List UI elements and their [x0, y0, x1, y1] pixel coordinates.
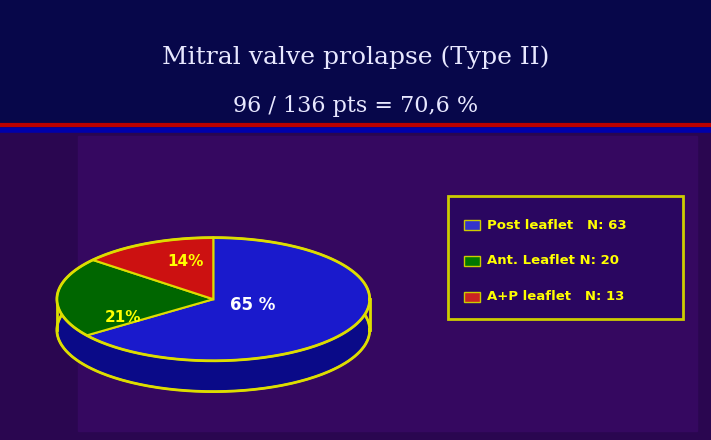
Text: 14%: 14%: [167, 253, 203, 268]
Text: 21%: 21%: [105, 310, 141, 325]
Text: A+P leaflet   N: 13: A+P leaflet N: 13: [487, 290, 624, 304]
Polygon shape: [92, 238, 213, 291]
FancyBboxPatch shape: [464, 256, 480, 266]
Text: Ant. Leaflet N: 20: Ant. Leaflet N: 20: [487, 254, 619, 268]
Bar: [0, 132, 711, 440]
Polygon shape: [87, 238, 370, 361]
Polygon shape: [57, 260, 92, 366]
Ellipse shape: [57, 268, 370, 392]
Polygon shape: [57, 260, 213, 335]
FancyBboxPatch shape: [464, 220, 480, 230]
FancyBboxPatch shape: [464, 292, 480, 302]
FancyBboxPatch shape: [448, 196, 683, 319]
Text: 65 %: 65 %: [230, 297, 275, 314]
Bar: [78, 136, 697, 431]
Polygon shape: [92, 238, 213, 299]
Bar: [0, 0, 711, 132]
Text: Post leaflet   N: 63: Post leaflet N: 63: [487, 219, 626, 231]
Text: 96 / 136 pts = 70,6 %: 96 / 136 pts = 70,6 %: [233, 95, 478, 117]
Text: Mitral valve prolapse (Type II): Mitral valve prolapse (Type II): [162, 45, 549, 69]
Polygon shape: [87, 238, 370, 392]
